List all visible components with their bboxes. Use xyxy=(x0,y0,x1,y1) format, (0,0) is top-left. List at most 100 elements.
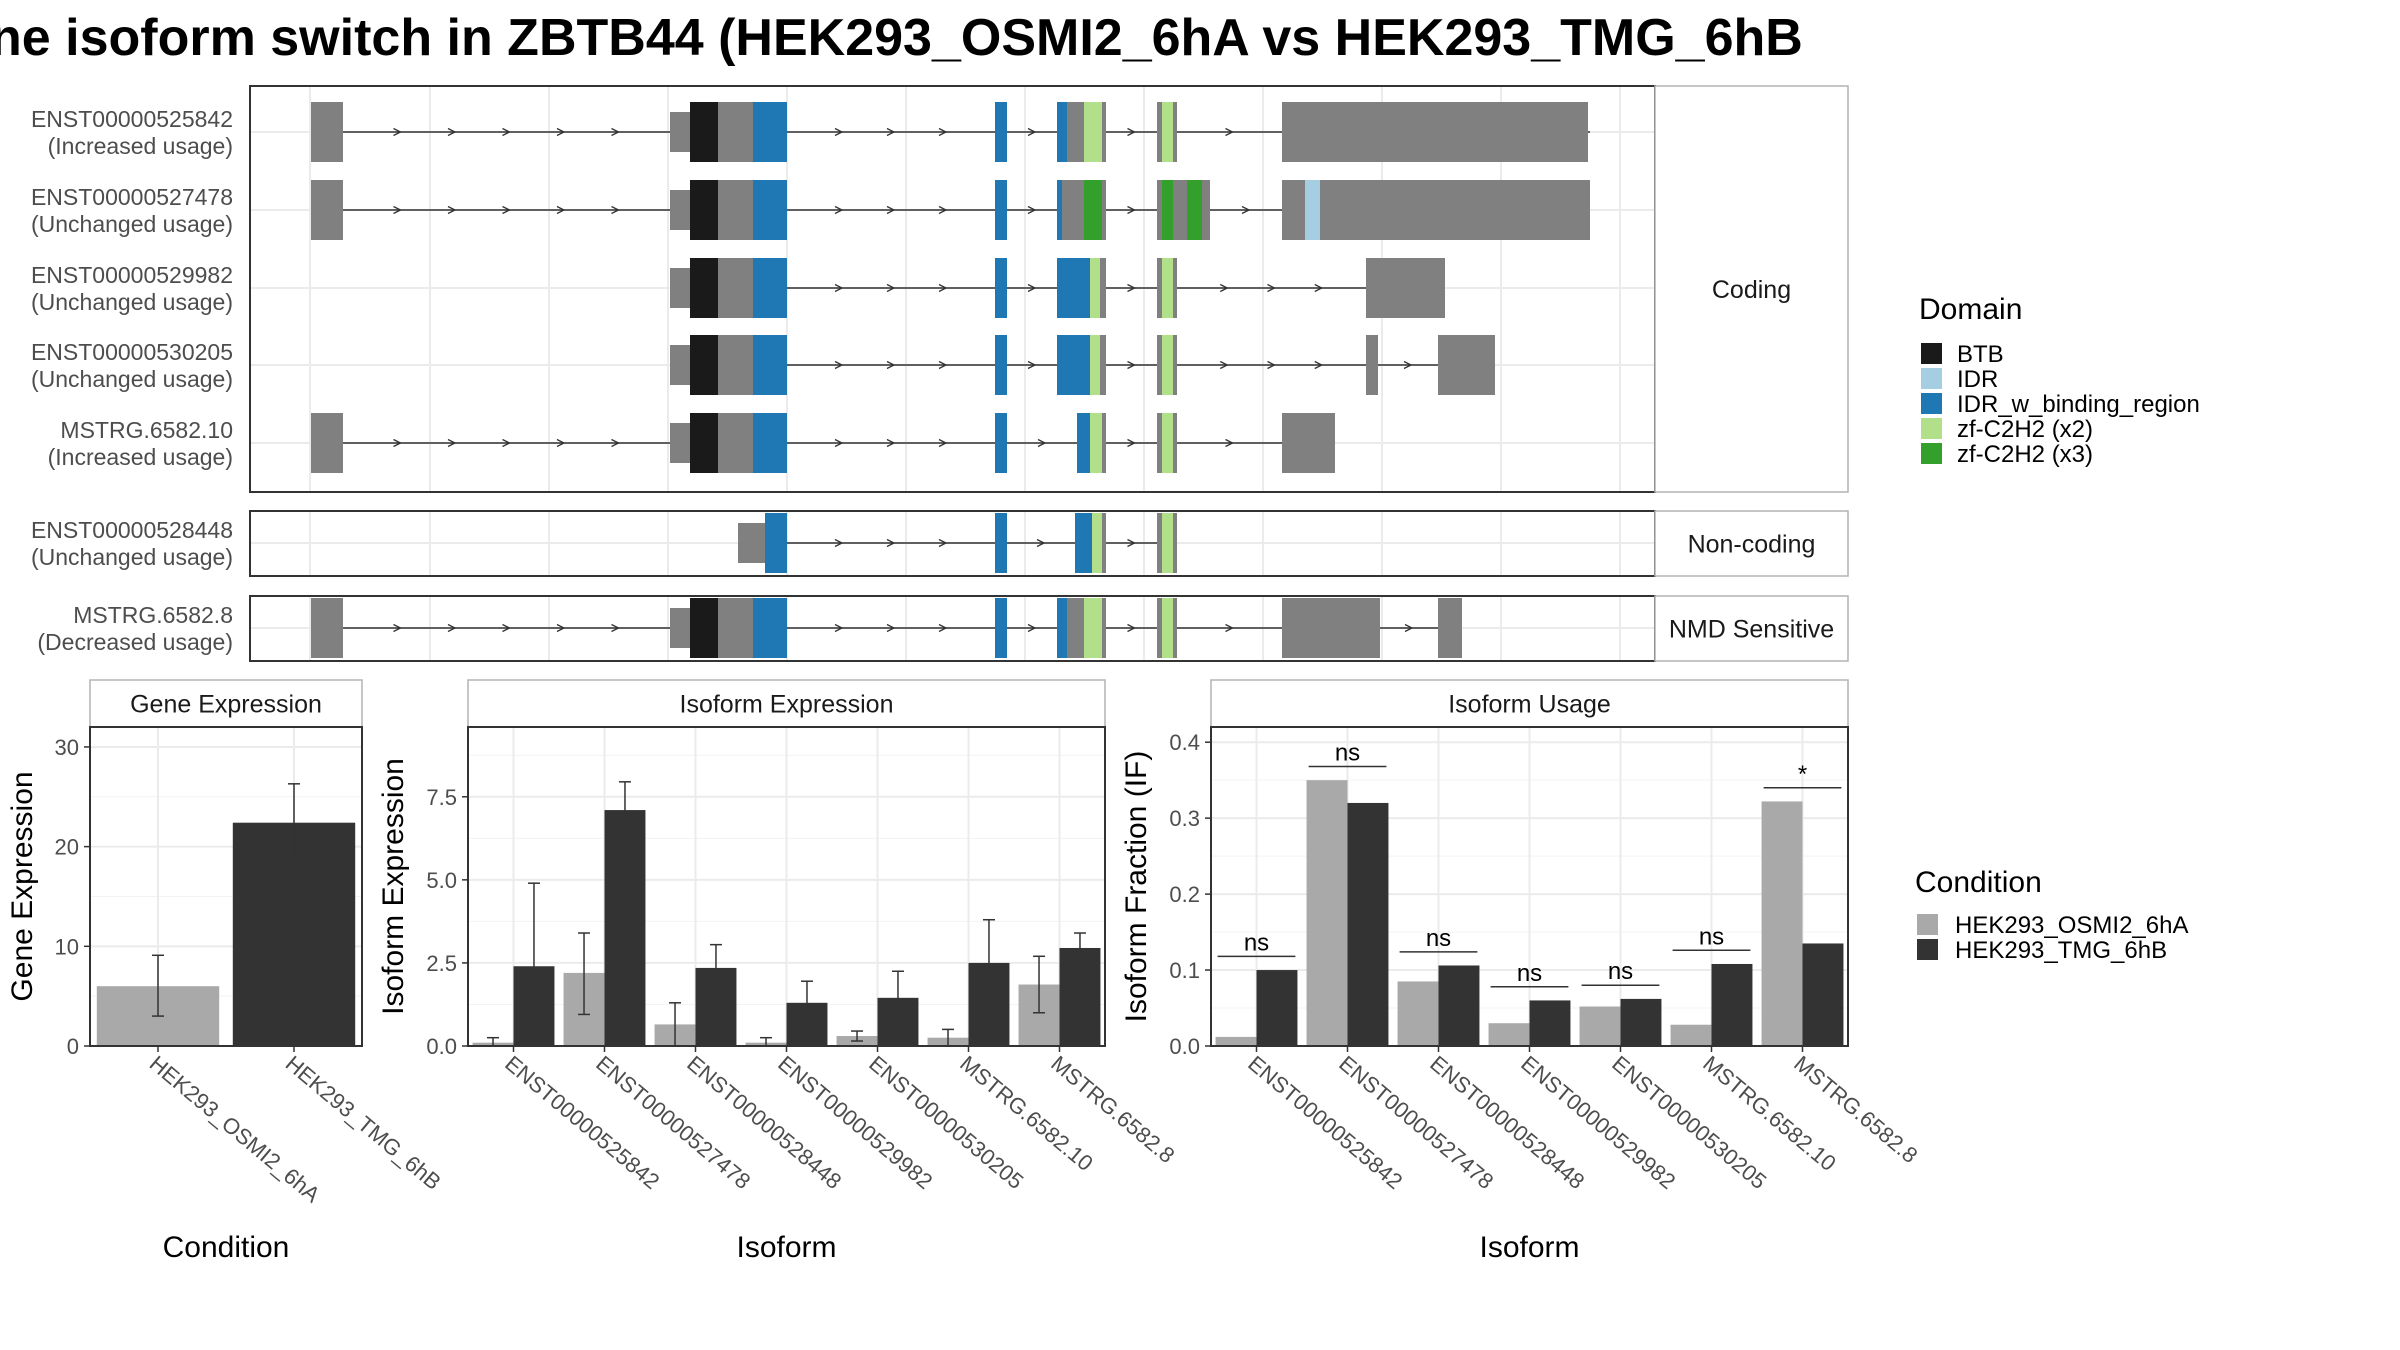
exon-block xyxy=(1173,413,1177,473)
direction-arrow xyxy=(1314,283,1324,293)
direction-arrow xyxy=(1127,283,1136,293)
domain-block xyxy=(995,102,1007,162)
significance-label: ns xyxy=(1517,960,1542,987)
direction-arrow xyxy=(1225,623,1234,633)
significance-label: ns xyxy=(1244,929,1269,956)
direction-arrow xyxy=(834,360,844,370)
chart-strip xyxy=(467,679,1106,728)
direction-arrow xyxy=(1225,438,1234,448)
direction-arrow xyxy=(834,283,844,293)
transcript-id-label: ENST00000529982 xyxy=(31,262,233,288)
domain-block xyxy=(690,258,718,318)
direction-arrow xyxy=(1027,127,1037,137)
y-tick-label: 10 xyxy=(55,934,79,959)
exon-block xyxy=(1438,335,1495,395)
bar xyxy=(1802,943,1844,1046)
chart-strip xyxy=(89,679,363,728)
direction-arrow xyxy=(1219,360,1229,370)
exon-block xyxy=(1173,598,1177,658)
exon-block xyxy=(1157,513,1162,573)
direction-arrow xyxy=(1403,360,1413,370)
domain-block xyxy=(1084,180,1102,240)
transcript-id-label: ENST00000527478 xyxy=(31,184,233,210)
exon-block xyxy=(1202,180,1210,240)
bar xyxy=(1059,947,1101,1046)
y-tick-label: 0.3 xyxy=(1169,806,1200,831)
significance-label: ns xyxy=(1335,739,1360,766)
domain-block xyxy=(1090,258,1100,318)
exon-block xyxy=(1102,102,1106,162)
x-tick-label: ENST00000527478 xyxy=(1334,1051,1498,1194)
direction-arrow xyxy=(611,623,620,633)
direction-arrow xyxy=(886,360,896,370)
bar xyxy=(1579,1006,1621,1046)
direction-arrow xyxy=(834,438,844,448)
direction-arrow xyxy=(938,538,948,548)
exon-block xyxy=(1282,598,1285,658)
domain-block xyxy=(690,102,718,162)
domain-block xyxy=(1057,258,1090,318)
direction-arrow xyxy=(447,127,457,137)
domain-block xyxy=(1084,102,1102,162)
domain-block xyxy=(690,180,718,240)
significance-label: * xyxy=(1798,761,1807,788)
direction-arrow xyxy=(834,205,844,215)
direction-arrow xyxy=(611,438,620,448)
chart-title: Isoform Expression xyxy=(680,691,894,719)
exon-block xyxy=(311,413,343,473)
domain-block xyxy=(1090,335,1100,395)
exon-block xyxy=(718,413,753,473)
domain-block xyxy=(995,180,1007,240)
bar xyxy=(1215,1036,1257,1046)
direction-arrow xyxy=(1036,538,1046,548)
exon-block xyxy=(1062,180,1084,240)
exon-block xyxy=(1102,413,1106,473)
x-axis-label: Isoform xyxy=(1479,1231,1579,1264)
domain-block xyxy=(753,102,787,162)
chart-border xyxy=(89,726,363,1047)
domain-block xyxy=(1057,335,1090,395)
exon-block xyxy=(1282,413,1285,473)
condition-legend-swatch xyxy=(1917,914,1938,935)
domain-block xyxy=(1162,598,1173,658)
direction-arrow xyxy=(1037,438,1047,448)
direction-arrow xyxy=(834,623,844,633)
direction-arrow xyxy=(393,438,402,448)
direction-arrow xyxy=(1127,438,1136,448)
exon-block xyxy=(670,423,690,463)
direction-arrow xyxy=(611,127,620,137)
domain-block xyxy=(1162,413,1173,473)
significance-label: ns xyxy=(1426,925,1451,952)
exon-block xyxy=(738,523,765,563)
group-strip xyxy=(1654,85,1849,493)
bar xyxy=(1347,802,1389,1046)
figure-title: ne isoform switch in ZBTB44 (HEK293_OSMI… xyxy=(0,9,1803,67)
domain-block xyxy=(1092,513,1102,573)
bar xyxy=(1256,970,1298,1046)
x-tick-label: ENST00000530205 xyxy=(864,1051,1028,1194)
significance-label: ns xyxy=(1699,923,1724,950)
domain-block xyxy=(753,598,787,658)
direction-arrow xyxy=(1027,283,1037,293)
direction-arrow xyxy=(1027,623,1037,633)
direction-arrow xyxy=(938,360,948,370)
exon-block xyxy=(718,258,753,318)
direction-arrow xyxy=(1314,360,1324,370)
transcript-status-label: (Unchanged usage) xyxy=(31,544,233,570)
domain-block xyxy=(995,258,1007,318)
transcript-id-label: MSTRG.6582.8 xyxy=(73,602,233,628)
domain-block xyxy=(1162,102,1173,162)
domain-block xyxy=(1305,180,1320,240)
exon-block xyxy=(1157,180,1162,240)
domain-block xyxy=(1077,413,1090,473)
domain-block xyxy=(1084,598,1102,658)
direction-arrow xyxy=(556,623,566,633)
x-tick-label: ENST00000525842 xyxy=(500,1051,664,1194)
exon-block xyxy=(1173,335,1177,395)
chart-title: Isoform Usage xyxy=(1448,691,1611,719)
domain-legend-swatch xyxy=(1921,418,1942,439)
domain-legend-title: Domain xyxy=(1919,293,2022,326)
